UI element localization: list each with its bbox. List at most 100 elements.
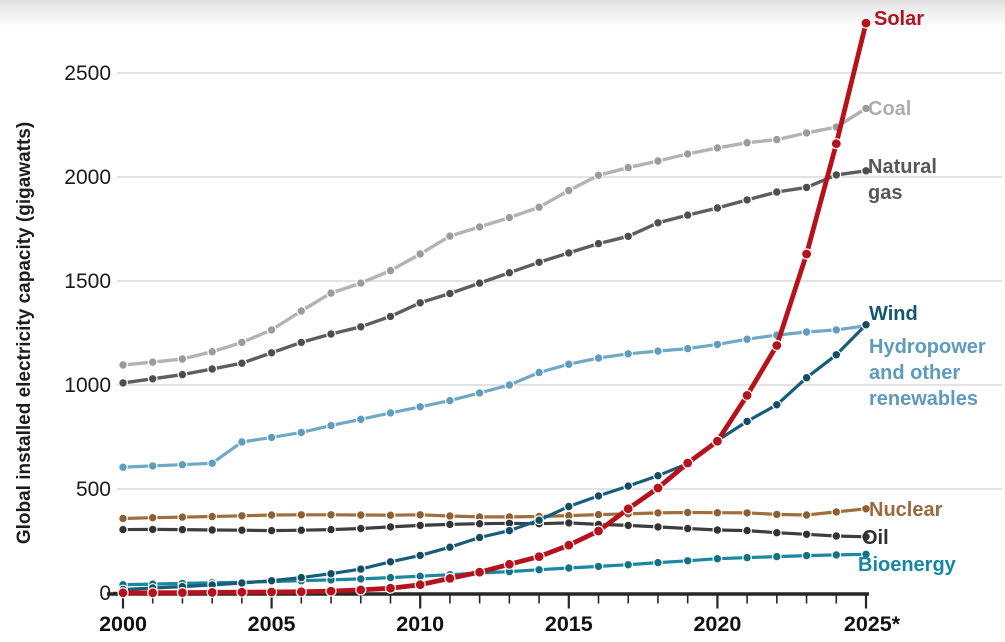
series-bioenergy-point-2021 xyxy=(742,552,752,563)
series-oil-point-2001 xyxy=(147,524,158,535)
series-natural-gas-point-2004 xyxy=(236,358,247,369)
series-hydropower-point-2019 xyxy=(682,343,693,354)
series-solar-point-2014 xyxy=(533,550,545,563)
series-hydropower-point-2017 xyxy=(623,348,634,359)
series-bioenergy-point-2017 xyxy=(623,559,634,570)
series-hydropower-line xyxy=(121,324,868,469)
series-solar-point-2022 xyxy=(771,339,783,352)
series-oil-point-2015 xyxy=(563,518,574,528)
series-hydropower-point-2007 xyxy=(326,420,336,431)
series-natural-gas-point-2023 xyxy=(801,182,812,193)
series-nuclear-point-2001 xyxy=(147,512,158,523)
series-hydropower-point-2001 xyxy=(147,461,158,471)
series-natural-gas-line xyxy=(121,169,868,385)
series-coal-point-2020 xyxy=(712,142,723,153)
series-natural-gas-point-2017 xyxy=(623,231,634,242)
series-solar-point-2011 xyxy=(444,572,456,585)
x-tick-label-2010: 2010 xyxy=(396,612,444,636)
series-natural-gas-point-2007 xyxy=(326,329,336,339)
series-hydropower-point-2005 xyxy=(266,432,277,443)
series-natural-gas-point-2020 xyxy=(712,203,723,213)
series-wind-point-2009 xyxy=(385,556,396,567)
series-oil-point-2012 xyxy=(474,518,485,529)
series-coal-point-2022 xyxy=(771,134,782,145)
series-nuclear-point-2018 xyxy=(653,508,663,518)
series-label-coal: Coal xyxy=(868,98,911,120)
series-solar-point-2016 xyxy=(592,525,605,537)
series-solar-point-2009 xyxy=(384,582,397,594)
series-oil-point-2002 xyxy=(177,524,188,535)
series-natural-gas-point-2000 xyxy=(118,378,128,388)
series-solar-point-2000 xyxy=(117,587,129,599)
series-hydropower-point-2014 xyxy=(534,367,544,378)
series-hydropower-point-2009 xyxy=(385,408,396,418)
series-nuclear-point-2019 xyxy=(682,507,693,518)
series-label-bioenergy-line1: Bioenergy xyxy=(858,554,957,576)
series-oil-point-2023 xyxy=(801,529,812,540)
series-oil-point-2004 xyxy=(236,525,247,536)
series-solar-point-2023 xyxy=(800,248,813,260)
series-coal-point-2004 xyxy=(236,337,247,348)
series-coal-point-2017 xyxy=(623,162,634,173)
series-solar-point-2003 xyxy=(206,586,218,599)
series-coal-point-2016 xyxy=(593,170,604,181)
series-coal-point-2015 xyxy=(563,185,574,196)
series-solar-point-2008 xyxy=(355,584,367,596)
series-coal xyxy=(118,103,871,370)
y-axis-title: Global installed electricity capacity (g… xyxy=(14,122,35,544)
series-wind-point-2018 xyxy=(653,470,663,481)
series-label-coal-line1: Coal xyxy=(868,98,911,120)
series-nuclear-point-2004 xyxy=(236,510,247,521)
series-oil-point-2019 xyxy=(682,523,693,534)
series-solar-point-2019 xyxy=(682,457,694,469)
series-solar-point-2007 xyxy=(325,585,337,597)
series-wind-point-2016 xyxy=(593,491,604,501)
series-hydropower-point-2008 xyxy=(355,414,366,425)
series-hydropower-point-2021 xyxy=(742,334,752,345)
series-wind-point-2025 xyxy=(861,319,871,330)
series-nuclear-point-2025 xyxy=(861,503,871,514)
series-label-bioenergy: Bioenergy xyxy=(858,554,957,576)
series-oil-point-2008 xyxy=(355,523,366,534)
series-natural-gas-point-2018 xyxy=(653,217,663,228)
series-nuclear-line xyxy=(121,507,868,521)
series-labels-layer: Coal Natural gas Hydropower and other renewab… xyxy=(858,8,986,576)
series-label-natural-gas-line1: Natural xyxy=(868,156,937,178)
series-solar-point-2004 xyxy=(236,586,248,598)
series-coal-point-2006 xyxy=(296,306,307,316)
series-bioenergy-point-2008 xyxy=(355,574,366,584)
series-solar-point-2002 xyxy=(176,586,188,599)
series-oil-point-2007 xyxy=(326,524,336,535)
series-wind-point-2006 xyxy=(296,572,307,583)
series-oil-point-2017 xyxy=(623,520,634,531)
series-coal-point-2025 xyxy=(861,103,871,114)
series-nuclear-point-2024 xyxy=(831,507,842,517)
series-oil-point-2018 xyxy=(653,522,663,532)
series-solar-point-2010 xyxy=(414,579,426,591)
series-wind-point-2004 xyxy=(236,578,247,588)
series-oil xyxy=(118,518,871,542)
x-tick-label-2015: 2015 xyxy=(545,612,593,636)
series-coal-point-2013 xyxy=(504,212,515,223)
series-coal-point-2002 xyxy=(177,354,188,364)
y-tick-label-1500: 1500 xyxy=(64,270,111,293)
series-solar-point-2015 xyxy=(563,539,575,551)
series-label-natural-gas: Natural gas xyxy=(868,156,937,204)
series-nuclear-point-2002 xyxy=(177,512,188,522)
series-nuclear-point-2020 xyxy=(712,507,723,518)
series-layer xyxy=(117,17,872,599)
series-hydropower-point-2002 xyxy=(177,459,188,470)
series-natural-gas-point-2014 xyxy=(534,257,544,268)
series-coal-point-2021 xyxy=(742,137,752,148)
series-natural-gas-point-2002 xyxy=(177,369,188,380)
series-coal-point-2005 xyxy=(266,325,277,335)
series-natural-gas-point-2013 xyxy=(504,267,515,278)
series-bioenergy-point-2019 xyxy=(682,555,693,566)
series-natural-gas-point-2022 xyxy=(771,187,782,197)
series-oil-point-2025 xyxy=(861,531,871,542)
series-bioenergy-point-2018 xyxy=(653,557,663,568)
series-solar-point-2001 xyxy=(147,587,159,599)
series-oil-point-2005 xyxy=(266,525,277,536)
x-tick-label-2005: 2005 xyxy=(248,612,296,636)
series-hydropower-point-2010 xyxy=(415,401,426,412)
